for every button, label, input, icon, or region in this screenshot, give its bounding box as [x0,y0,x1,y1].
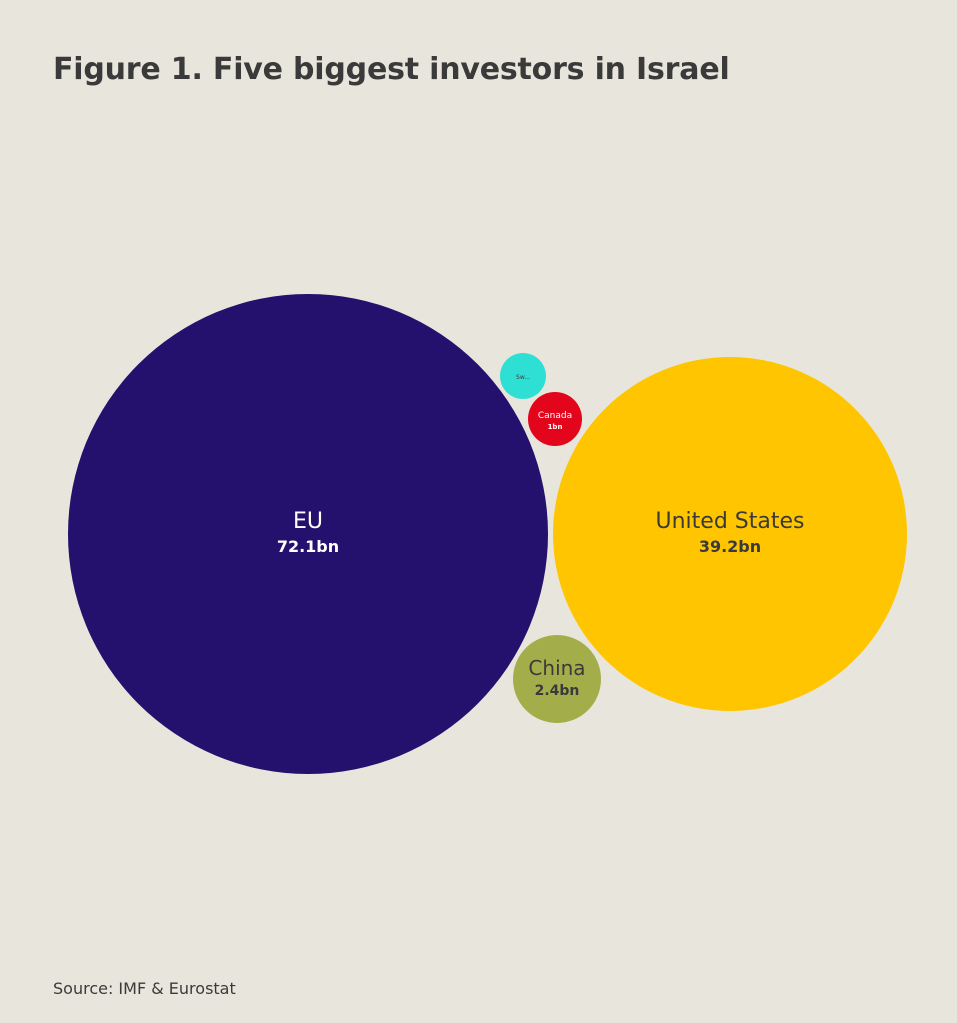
bubble-sw [500,353,546,399]
bubble-value-united-states: 39.2bn [699,537,761,556]
bubble-china [513,635,601,723]
bubble-label-canada: Canada [538,411,572,421]
bubble-value-eu: 72.1bn [277,537,339,556]
bubble-label-united-states: United States [656,509,805,534]
bubble-united-states [553,357,907,711]
source-note: Source: IMF & Eurostat [53,979,236,998]
bubble-label-sw: Sw... [516,374,530,381]
bubbles-group: EU 72.1bn United States 39.2bn China 2.4bn Can… [68,294,907,774]
bubble-eu [68,294,548,774]
bubble-value-china: 2.4bn [535,683,580,699]
bubble-label-eu: EU [293,509,323,534]
bubble-canada [528,392,582,446]
bubble-label-china: China [528,656,585,680]
chart-title: Figure 1. Five biggest investors in Isra… [53,52,730,87]
bubble-value-canada: 1bn [548,423,563,431]
